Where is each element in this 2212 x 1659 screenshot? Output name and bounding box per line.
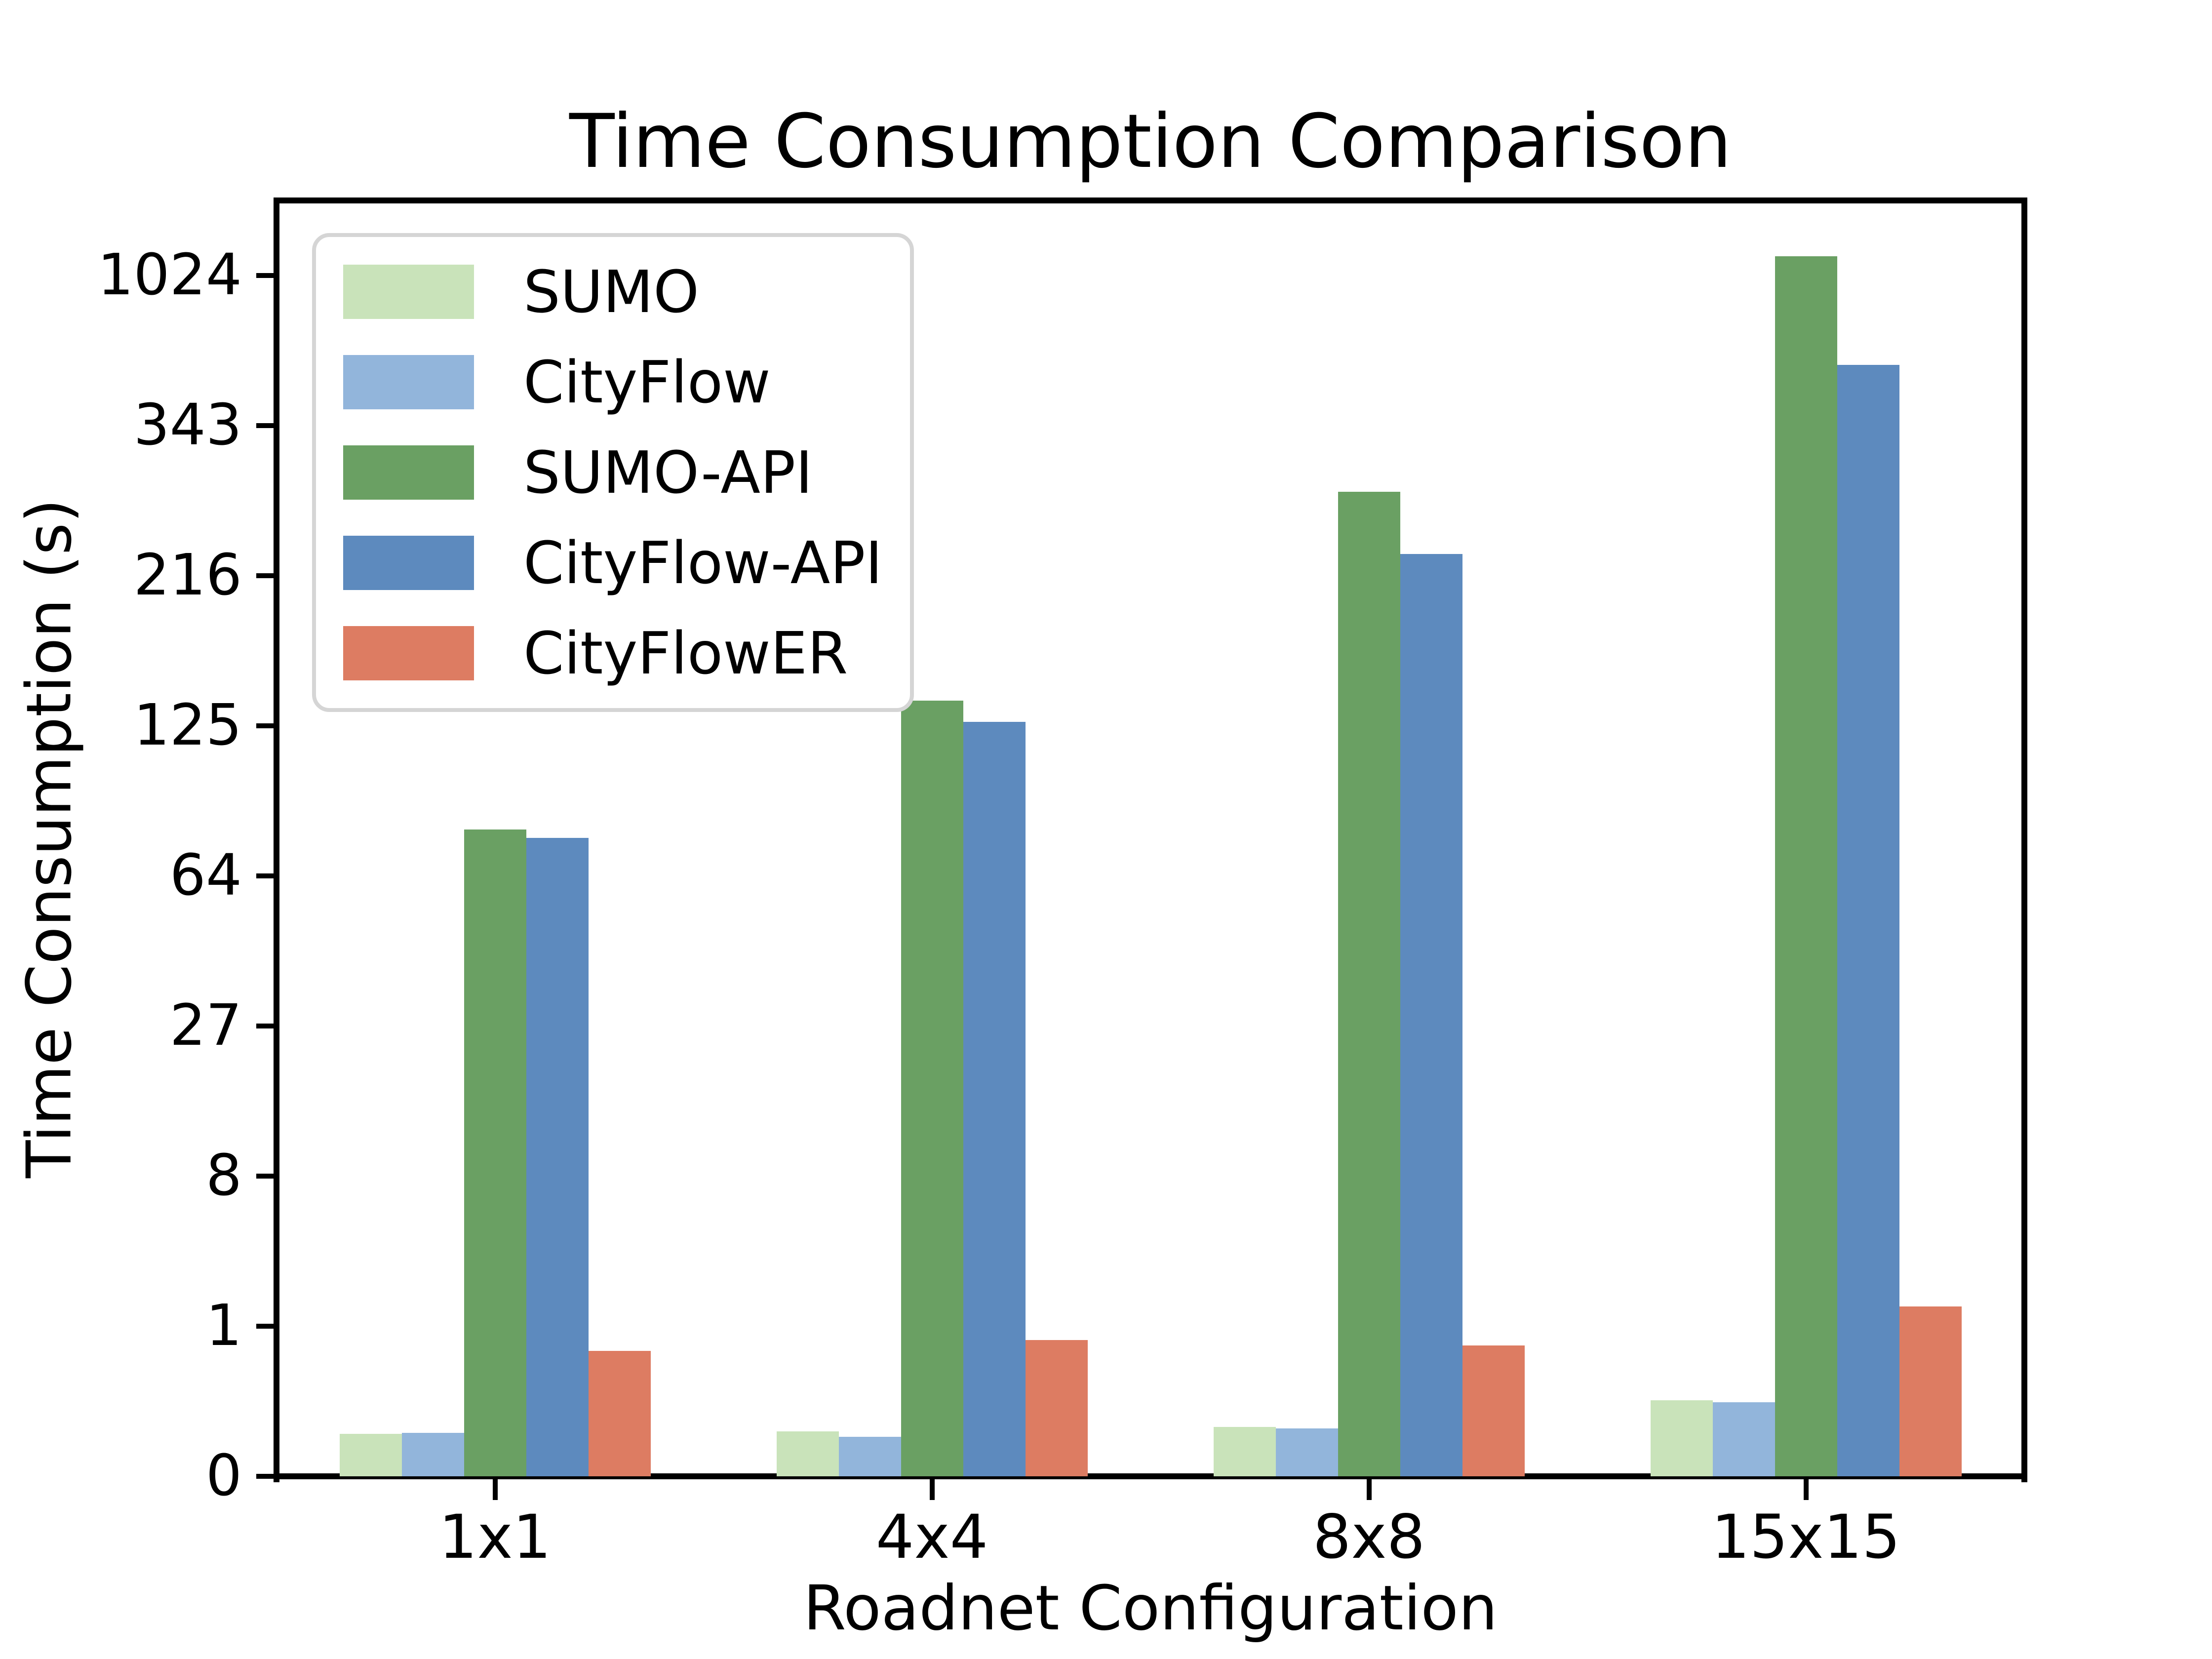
bar-cityflow-8x8: [1275, 1428, 1338, 1476]
y-tick-mark: [256, 873, 276, 878]
x-tick-label: 1x1: [438, 1502, 552, 1572]
y-tick-label: 27: [169, 992, 242, 1059]
legend-swatch-icon: [343, 445, 474, 500]
legend-row-cityflower: CityFlowER: [343, 619, 910, 687]
x-tick-mark: [1366, 1479, 1372, 1500]
y-tick-label: 64: [169, 842, 242, 908]
x-tick-label: 8x8: [1312, 1502, 1425, 1572]
bar-sumo-4x4: [776, 1431, 839, 1476]
y-tick-mark: [256, 1324, 276, 1329]
bar-sumo-8x8: [1213, 1426, 1276, 1476]
legend-swatch-icon: [343, 535, 474, 590]
y-tick-label: 0: [205, 1443, 242, 1509]
x-tick-label: 15x15: [1711, 1502, 1900, 1572]
legend-label: CityFlow-API: [523, 528, 883, 597]
legend-label: SUMO: [523, 258, 699, 326]
legend-swatch-icon: [343, 355, 474, 410]
y-tick-label: 216: [133, 542, 242, 608]
bar-sumo-1x1: [339, 1433, 402, 1476]
y-tick-mark: [256, 723, 276, 728]
top-spine: [274, 198, 2027, 203]
bar-cityflow-api-15x15: [1837, 365, 1899, 1476]
bar-cityflow-api-4x4: [963, 721, 1026, 1476]
y-tick-label: 125: [133, 692, 242, 758]
y-tick-mark: [256, 1474, 276, 1479]
legend-row-cityflow: CityFlow: [343, 348, 910, 416]
legend-label: SUMO-API: [523, 438, 813, 507]
bar-sumo-api-8x8: [1338, 492, 1400, 1476]
legend-row-sumo: SUMO: [343, 258, 910, 326]
legend: SUMO CityFlow SUMO-API CityFlow-API CityFlow…: [312, 233, 914, 712]
bar-cityflow-api-1x1: [526, 837, 589, 1476]
bar-sumo-15x15: [1650, 1400, 1713, 1476]
bottom-spine: [274, 1473, 2027, 1479]
x-tick-mark: [929, 1479, 935, 1500]
bar-cityflow-15x15: [1712, 1402, 1775, 1476]
chart-title: Time Consumption Comparison: [569, 99, 1732, 185]
y-tick-label: 1: [205, 1293, 242, 1359]
x-tick-mark: [1803, 1479, 1809, 1500]
bar-cityflow-4x4: [838, 1437, 901, 1476]
legend-row-sumo-api: SUMO-API: [343, 438, 910, 507]
bar-cityflow-1x1: [401, 1433, 464, 1476]
legend-swatch-icon: [343, 626, 474, 680]
y-tick-mark: [256, 273, 276, 278]
bar-sumo-api-1x1: [464, 830, 526, 1476]
bar-sumo-api-4x4: [901, 701, 963, 1476]
right-spine: [2021, 198, 2027, 1482]
bar-cityflower-1x1: [588, 1351, 651, 1476]
left-spine: [274, 198, 279, 1482]
bar-cityflower-4x4: [1025, 1340, 1088, 1476]
legend-swatch-icon: [343, 265, 474, 319]
legend-label: CityFlow: [523, 348, 771, 417]
y-tick-mark: [256, 1174, 276, 1179]
bar-cityflower-15x15: [1899, 1306, 1962, 1476]
bar-sumo-api-15x15: [1775, 256, 1837, 1476]
legend-row-cityflow-api: CityFlow-API: [343, 529, 910, 597]
y-tick-label: 1024: [97, 242, 242, 308]
bar-cityflow-api-8x8: [1400, 554, 1462, 1476]
y-tick-mark: [256, 423, 276, 428]
y-tick-label: 343: [133, 392, 242, 458]
y-tick-mark: [256, 573, 276, 578]
x-tick-label: 4x4: [875, 1502, 988, 1572]
legend-label: CityFlowER: [523, 619, 848, 687]
y-tick-mark: [256, 1024, 276, 1028]
x-tick-mark: [492, 1479, 498, 1500]
y-tick-label: 8: [205, 1143, 242, 1209]
x-axis-label: Roadnet Configuration: [803, 1573, 1498, 1644]
plot-area: [276, 200, 2024, 1476]
bar-cityflower-8x8: [1462, 1345, 1525, 1476]
